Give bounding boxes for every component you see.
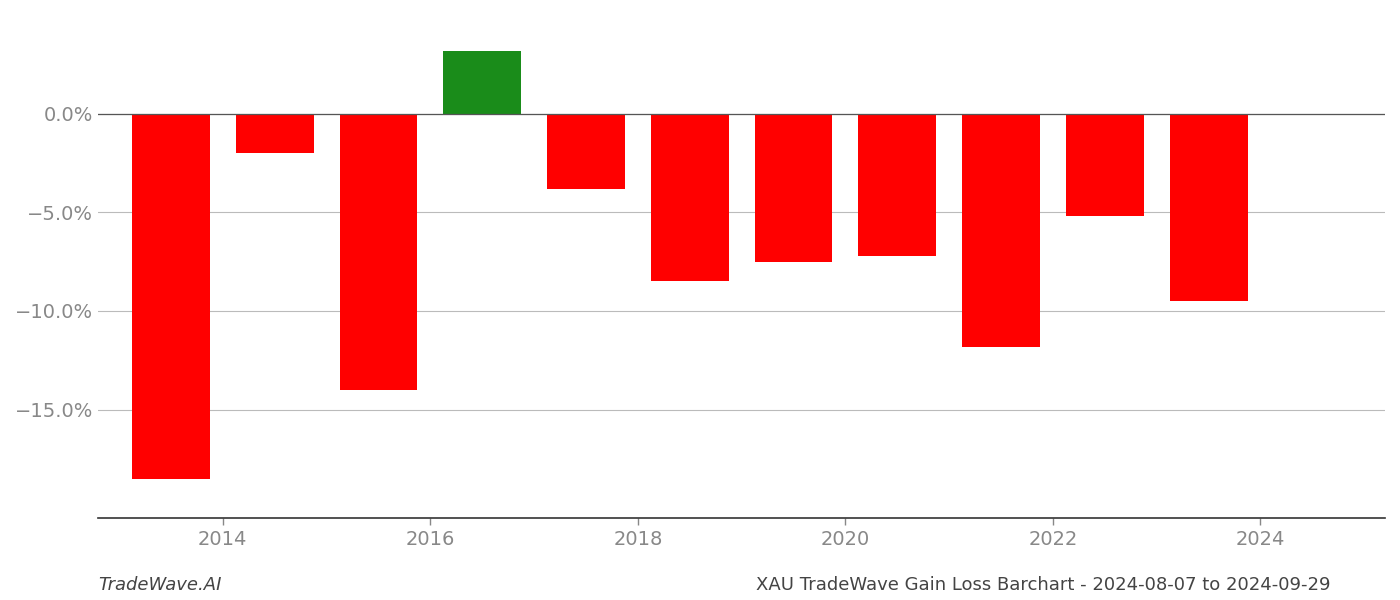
Bar (755, 113, 833, 262)
Bar (962, 113, 1040, 347)
Text: XAU TradeWave Gain Loss Barchart - 2024-08-07 to 2024-09-29: XAU TradeWave Gain Loss Barchart - 2024-… (756, 576, 1330, 594)
Text: TradeWave.AI: TradeWave.AI (98, 576, 221, 594)
Bar (1065, 113, 1144, 216)
Bar (547, 113, 624, 188)
Bar (858, 113, 937, 256)
Bar (235, 113, 314, 153)
Bar (651, 113, 728, 281)
Bar (132, 113, 210, 479)
Bar (1169, 113, 1247, 301)
Bar (340, 113, 417, 390)
Bar (444, 50, 521, 113)
